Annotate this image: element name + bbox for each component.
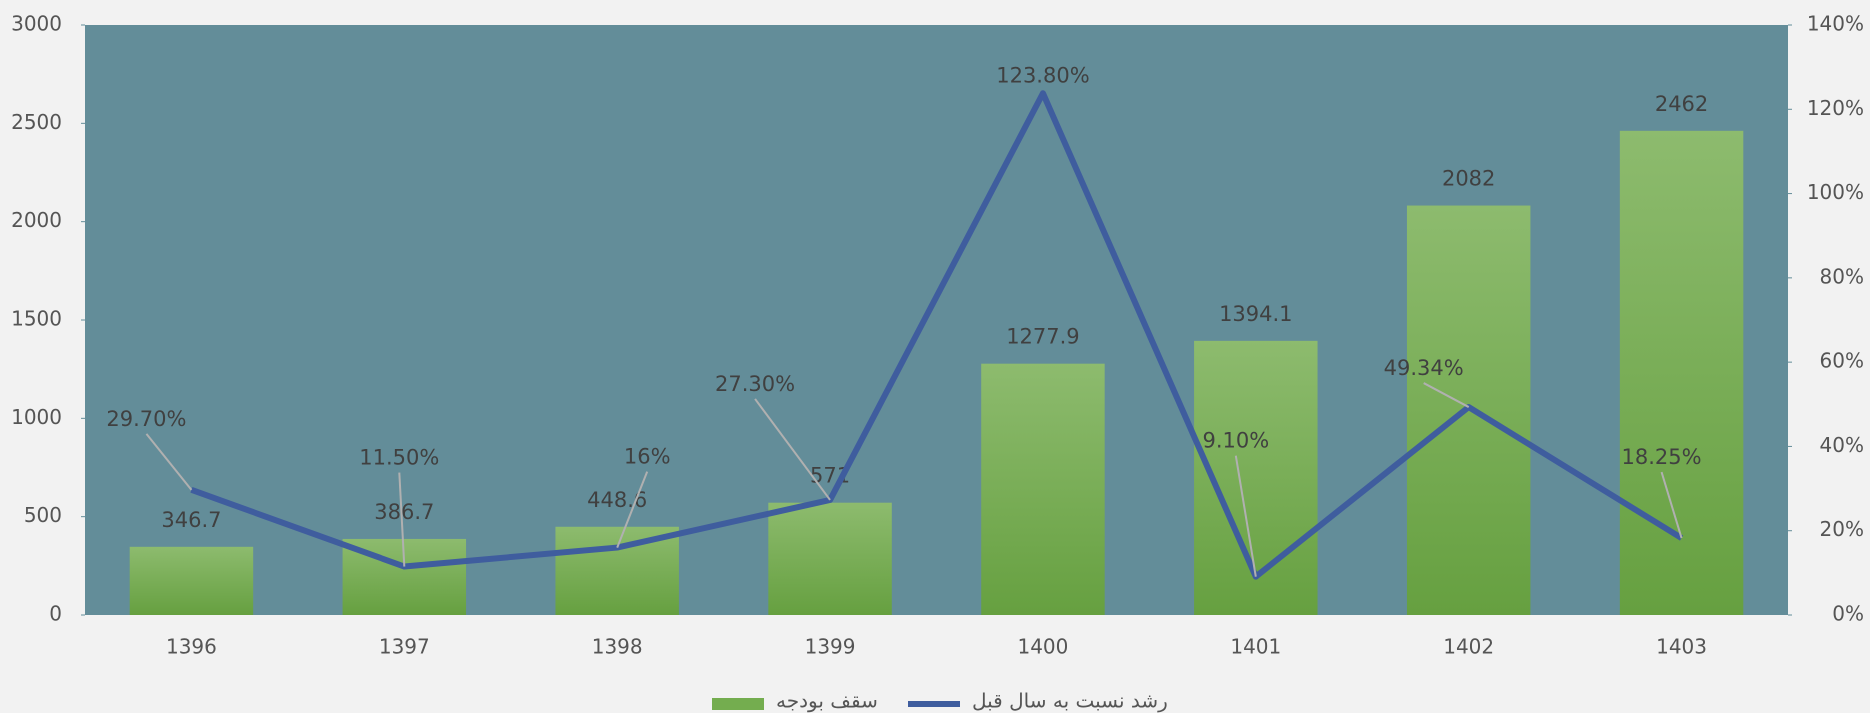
x-tick-label: 1398 — [592, 635, 643, 659]
line-value-label: 18.25% — [1622, 445, 1702, 469]
y2-tick-label: 40% — [1820, 433, 1864, 457]
bar — [1619, 130, 1744, 615]
legend-swatch — [712, 698, 764, 710]
bar-value-label: 2462 — [1655, 92, 1708, 116]
line-value-label: 16% — [624, 445, 671, 469]
bar — [768, 502, 892, 615]
y-tick-label: 2500 — [11, 110, 62, 134]
y-tick-label: 1500 — [11, 307, 62, 331]
y2-tick-label: 0% — [1832, 602, 1864, 626]
plot-area — [85, 25, 1788, 615]
y-tick-label: 2000 — [11, 208, 62, 232]
x-tick-label: 1403 — [1656, 635, 1707, 659]
x-tick-label: 1399 — [805, 635, 856, 659]
bar — [555, 526, 679, 615]
bar-value-label: 386.7 — [374, 500, 434, 524]
y-tick-label: 3000 — [11, 12, 62, 36]
bar-value-label: 346.7 — [161, 508, 221, 532]
x-tick-label: 1401 — [1230, 635, 1281, 659]
bar — [129, 546, 254, 615]
leader-line — [1423, 382, 1470, 408]
line-value-label: 29.70% — [106, 407, 186, 431]
leader-line — [754, 398, 831, 501]
legend-label: سقف بودجه — [776, 689, 878, 713]
line — [190, 90, 1684, 580]
bar-value-label: 1394.1 — [1219, 302, 1292, 326]
y2-tick-label: 120% — [1807, 96, 1864, 120]
y2-tick-label: 140% — [1807, 12, 1864, 36]
y-tick-label: 500 — [24, 503, 62, 527]
y2-tick-label: 20% — [1820, 517, 1864, 541]
line-value-label: 49.34% — [1384, 356, 1464, 380]
line-value-label: 9.10% — [1202, 429, 1269, 453]
leader-line — [398, 472, 406, 567]
x-tick-label: 1400 — [1017, 635, 1068, 659]
leader-line — [1660, 471, 1683, 539]
y-tick-label: 0 — [49, 602, 62, 626]
y-tick-label: 1000 — [11, 405, 62, 429]
x-tick-label: 1396 — [166, 635, 217, 659]
legend-label: رشد نسبت به سال قبل — [972, 689, 1168, 713]
bar-value-label: 448.6 — [587, 488, 647, 512]
x-tick-label: 1397 — [379, 635, 430, 659]
y2-tick-label: 100% — [1807, 180, 1864, 204]
bar — [981, 363, 1105, 615]
leader-line — [616, 471, 649, 548]
bar-value-label: 1277.9 — [1006, 325, 1079, 349]
line-value-label: 27.30% — [715, 372, 795, 396]
y2-tick-label: 60% — [1820, 349, 1864, 373]
line-value-label: 123.80% — [996, 63, 1089, 87]
leader-line — [1234, 455, 1257, 577]
leader-line — [145, 433, 193, 491]
x-tick-label: 1402 — [1443, 635, 1494, 659]
bar-value-label: 2082 — [1442, 167, 1495, 191]
line-value-label: 11.50% — [359, 446, 439, 470]
y2-tick-label: 80% — [1820, 264, 1864, 288]
